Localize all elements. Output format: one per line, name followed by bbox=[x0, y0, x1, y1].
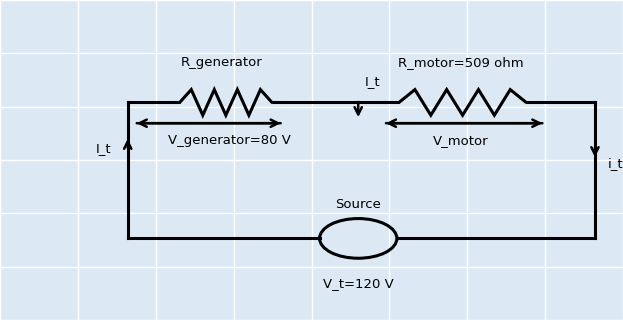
Text: V_generator=80 V: V_generator=80 V bbox=[168, 134, 291, 147]
Text: V_t=120 V: V_t=120 V bbox=[323, 277, 394, 290]
Text: R_motor=509 ohm: R_motor=509 ohm bbox=[398, 56, 524, 69]
Text: Source: Source bbox=[335, 198, 381, 211]
Text: I_t: I_t bbox=[364, 75, 380, 88]
Text: R_generator: R_generator bbox=[180, 56, 262, 69]
Text: I_t: I_t bbox=[95, 142, 111, 155]
Text: V_motor: V_motor bbox=[433, 134, 489, 147]
Text: i_t: i_t bbox=[607, 157, 623, 170]
